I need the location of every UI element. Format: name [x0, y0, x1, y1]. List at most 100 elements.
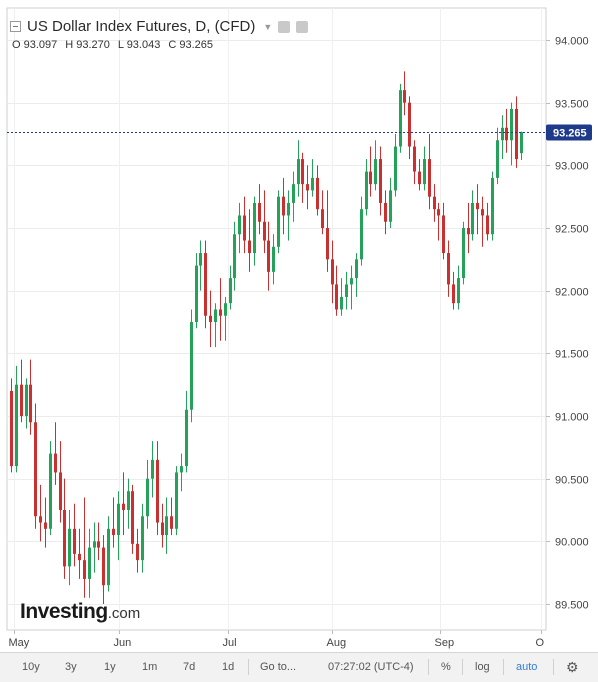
candle-body — [141, 516, 144, 561]
candle-body — [20, 384, 23, 416]
goto-date-button[interactable]: Go to... — [260, 661, 297, 673]
range-3y-button[interactable]: 3y — [65, 661, 77, 673]
chevron-down-icon[interactable]: ▼ — [263, 21, 273, 32]
candle — [59, 441, 62, 523]
candle-body — [360, 209, 363, 260]
candle — [199, 240, 202, 291]
candle-body — [282, 196, 285, 216]
candle — [161, 503, 164, 548]
eye-icon[interactable] — [278, 20, 291, 33]
log-scale-button[interactable]: log — [475, 661, 490, 673]
candle-body — [175, 472, 178, 529]
candle-body — [59, 472, 62, 510]
candle — [403, 71, 406, 116]
candle — [10, 378, 13, 473]
candle-body — [316, 177, 319, 210]
candle-body — [520, 132, 523, 154]
candle-body — [25, 384, 28, 416]
candle — [433, 184, 436, 222]
candle-body — [224, 303, 227, 316]
candle-body — [10, 390, 13, 467]
candle — [316, 165, 319, 216]
candle-body — [331, 259, 334, 285]
candle-body — [471, 202, 474, 235]
candle-body — [340, 296, 343, 310]
candle-body — [350, 278, 353, 285]
candle — [510, 102, 513, 166]
candle-body — [384, 202, 387, 222]
candle — [418, 159, 421, 191]
toolbar-divider — [428, 659, 429, 675]
candle-body — [355, 259, 358, 279]
auto-scale-button[interactable]: auto — [516, 661, 538, 673]
candle-body — [301, 159, 304, 185]
range-1m-button[interactable]: 1m — [142, 661, 158, 673]
candle-body — [258, 202, 261, 222]
candle-body — [457, 278, 460, 304]
range-7d-button[interactable]: 7d — [183, 661, 196, 673]
toolbar-divider — [248, 659, 249, 675]
open-value: O 93.097 — [12, 39, 58, 51]
candle — [408, 96, 411, 160]
range-1d-button[interactable]: 1d — [222, 661, 235, 673]
gear-icon[interactable]: ⚙ — [566, 659, 579, 675]
candle — [277, 190, 280, 254]
chart-canvas[interactable]: 94.000 93.500 93.000 92.500 92.000 91.500 91.0… — [0, 0, 598, 652]
gear-icon[interactable] — [296, 20, 309, 33]
candle — [29, 359, 32, 435]
candle-body — [195, 265, 198, 322]
candle — [88, 528, 91, 598]
collapse-icon[interactable] — [10, 21, 21, 32]
candle — [170, 497, 173, 536]
y-tick-label: 93.500 — [555, 99, 589, 111]
candle — [209, 290, 212, 348]
candle — [491, 171, 494, 241]
y-tick-label: 91.000 — [555, 412, 589, 424]
candle — [127, 478, 130, 529]
candle-body — [44, 522, 47, 529]
candle — [233, 221, 236, 291]
candle-body — [165, 516, 168, 536]
range-10y-button[interactable]: 10y — [22, 661, 40, 673]
candle — [447, 240, 450, 297]
x-tick-label: Sep — [435, 637, 455, 649]
candle — [292, 171, 295, 222]
candle — [141, 503, 144, 573]
candle — [180, 453, 183, 492]
candle-body — [117, 503, 120, 536]
candle-body — [112, 528, 115, 536]
candle — [369, 146, 372, 197]
axes: 94.000 93.500 93.000 92.500 92.000 91.500 91.0… — [9, 36, 589, 650]
candle — [156, 441, 159, 536]
candle — [25, 378, 28, 429]
candle — [282, 177, 285, 235]
candles — [10, 71, 523, 604]
candle — [185, 390, 188, 473]
candle-body — [34, 422, 37, 517]
candle-body — [481, 209, 484, 216]
candle-body — [88, 547, 91, 579]
candle-body — [243, 215, 246, 241]
candle — [501, 115, 504, 160]
candle — [136, 528, 139, 573]
candle — [505, 108, 508, 153]
candle-body — [180, 466, 183, 473]
candle — [68, 510, 71, 586]
candle-body — [374, 159, 377, 185]
candle — [345, 271, 348, 310]
candle-body — [335, 284, 338, 310]
candle-body — [78, 553, 81, 561]
candle-body — [452, 284, 455, 304]
candle — [321, 190, 324, 235]
candle-body — [321, 209, 324, 228]
candle-body — [73, 528, 76, 554]
candle-body — [292, 184, 295, 203]
candle — [131, 484, 134, 554]
candle-body — [501, 127, 504, 141]
x-tick-label: Jun — [114, 637, 132, 649]
candle — [73, 503, 76, 567]
candle-body — [127, 491, 130, 510]
candle — [49, 441, 52, 536]
range-1y-button[interactable]: 1y — [104, 661, 116, 673]
percent-scale-button[interactable]: % — [441, 661, 451, 673]
